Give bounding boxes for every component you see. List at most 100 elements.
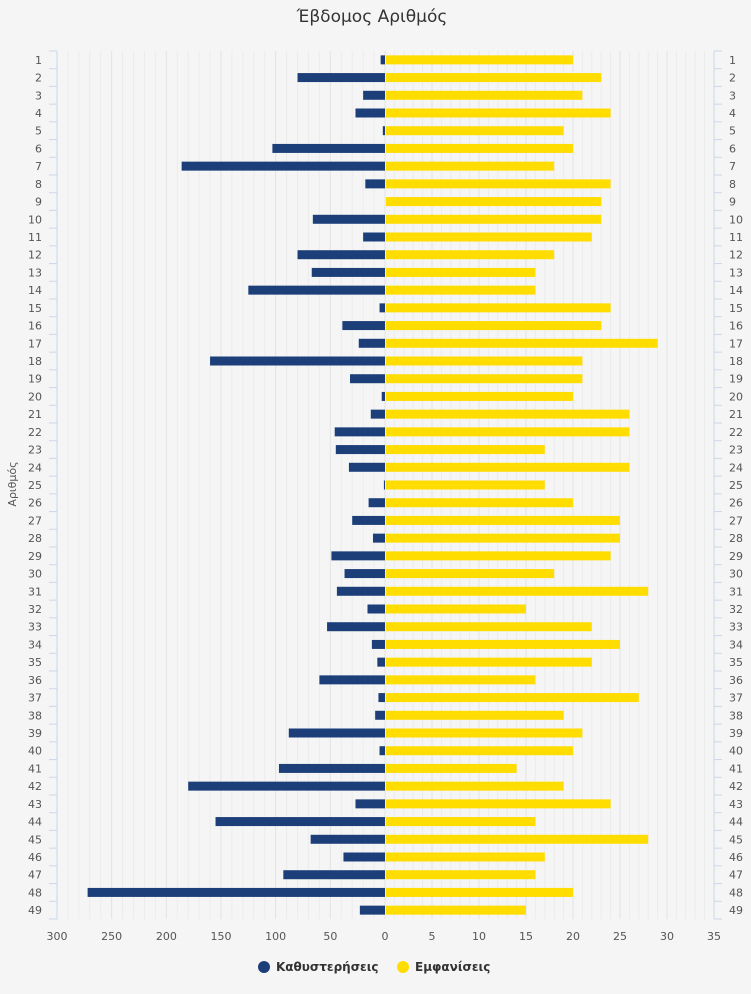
left-category-label: 33 <box>28 621 42 634</box>
bar-delays <box>343 852 385 862</box>
bar-delays <box>382 126 385 136</box>
legend-marker-delays <box>258 961 270 973</box>
bar-appearances <box>386 267 536 277</box>
bar-delays <box>377 657 385 667</box>
bar-appearances <box>386 321 602 331</box>
x-tick-label-left: 200 <box>156 930 177 943</box>
x-tick-label-left: 300 <box>47 930 68 943</box>
bar-delays <box>358 338 385 348</box>
bar-appearances <box>386 551 611 561</box>
bar-appearances <box>386 214 602 224</box>
right-category-label: 31 <box>729 585 743 598</box>
bar-delays <box>379 303 385 313</box>
right-category-label: 14 <box>729 284 743 297</box>
bar-delays <box>367 604 385 614</box>
right-category-label: 48 <box>729 886 743 899</box>
bar-delays <box>310 834 385 844</box>
x-tick-label-right: 25 <box>613 930 627 943</box>
bar-delays <box>319 675 385 685</box>
left-category-label: 39 <box>28 727 42 740</box>
right-category-label: 12 <box>729 249 743 262</box>
left-category-label: 26 <box>28 497 42 510</box>
bar-delays <box>215 817 385 827</box>
bar-delays <box>383 480 385 490</box>
bar-delays <box>87 887 385 897</box>
bar-delays <box>363 90 385 100</box>
bar-delays <box>327 622 385 632</box>
right-category-label: 17 <box>729 337 743 350</box>
right-category-label: 15 <box>729 302 743 315</box>
bar-appearances <box>386 710 564 720</box>
bar-appearances <box>386 852 545 862</box>
bar-appearances <box>386 108 611 118</box>
left-category-label: 35 <box>28 656 42 669</box>
bar-delays <box>335 445 385 455</box>
bar-appearances <box>386 781 564 791</box>
left-category-label: 7 <box>35 160 42 173</box>
bar-appearances <box>386 445 545 455</box>
bar-appearances <box>386 55 573 65</box>
legend-item-delays[interactable]: Καθυστερήσεις <box>258 960 379 974</box>
right-category-label: 28 <box>729 532 743 545</box>
bar-delays <box>372 533 385 543</box>
x-tick-label-zero: 0 <box>382 930 389 943</box>
left-category-label: 24 <box>28 461 42 474</box>
bar-appearances <box>386 498 573 508</box>
bar-delays <box>355 108 385 118</box>
right-category-label: 5 <box>729 125 736 138</box>
right-category-label: 41 <box>729 762 743 775</box>
left-category-label: 28 <box>28 532 42 545</box>
bar-appearances <box>386 250 555 260</box>
right-category-label: 23 <box>729 444 743 457</box>
right-category-label: 37 <box>729 692 743 705</box>
left-category-label: 37 <box>28 692 42 705</box>
bar-delays <box>248 285 385 295</box>
right-category-label: 19 <box>729 373 743 386</box>
left-category-label: 45 <box>28 833 42 846</box>
right-category-label: 38 <box>729 709 743 722</box>
right-category-label: 27 <box>729 514 743 527</box>
bar-delays <box>370 409 385 419</box>
bar-appearances <box>386 799 611 809</box>
bar-delays <box>288 728 385 738</box>
bar-delays <box>359 905 385 915</box>
right-category-label: 47 <box>729 869 743 882</box>
bar-appearances <box>386 90 583 100</box>
right-category-label: 21 <box>729 408 743 421</box>
left-category-label: 14 <box>28 284 42 297</box>
bar-delays <box>297 73 385 83</box>
right-category-label: 16 <box>729 320 743 333</box>
left-category-label: 47 <box>28 869 42 882</box>
bar-appearances <box>386 817 536 827</box>
bar-appearances <box>386 569 555 579</box>
bar-delays <box>311 267 385 277</box>
left-category-label: 38 <box>28 709 42 722</box>
bar-appearances <box>386 409 630 419</box>
right-category-label: 46 <box>729 851 743 864</box>
right-category-label: 18 <box>729 355 743 368</box>
bar-appearances <box>386 73 602 83</box>
legend-item-appearances[interactable]: Εμφανίσεις <box>397 960 490 974</box>
right-category-label: 3 <box>729 89 736 102</box>
bar-appearances <box>386 604 526 614</box>
right-category-label: 10 <box>729 213 743 226</box>
legend-label-appearances: Εμφανίσεις <box>415 960 490 974</box>
bar-appearances <box>386 586 649 596</box>
bar-appearances <box>386 143 573 153</box>
left-category-label: 25 <box>28 479 42 492</box>
bar-appearances <box>386 639 620 649</box>
right-category-label: 26 <box>729 497 743 510</box>
right-category-label: 29 <box>729 550 743 563</box>
bar-appearances <box>386 197 602 207</box>
left-category-label: 2 <box>35 72 42 85</box>
right-category-label: 6 <box>729 142 736 155</box>
left-category-label: 44 <box>28 816 42 829</box>
x-tick-label-left: 100 <box>265 930 286 943</box>
right-category-label: 2 <box>729 72 736 85</box>
bar-appearances <box>386 728 583 738</box>
bar-delays <box>312 214 385 224</box>
left-category-label: 36 <box>28 674 42 687</box>
x-tick-label-left: 150 <box>211 930 232 943</box>
